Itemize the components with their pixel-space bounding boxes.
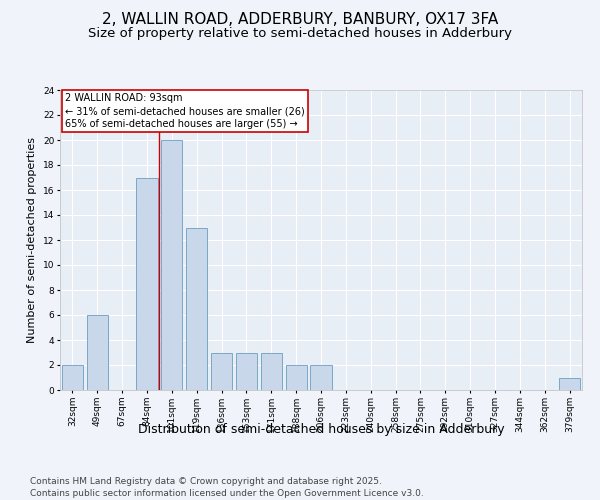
Bar [236,352,257,390]
Bar [261,352,282,390]
Bar [286,365,307,390]
Bar [161,140,182,390]
Bar [62,365,83,390]
Bar [186,228,207,390]
Text: 2, WALLIN ROAD, ADDERBURY, BANBURY, OX17 3FA: 2, WALLIN ROAD, ADDERBURY, BANBURY, OX17… [102,12,498,28]
Bar [87,315,108,390]
Text: 2 WALLIN ROAD: 93sqm
← 31% of semi-detached houses are smaller (26)
65% of semi-: 2 WALLIN ROAD: 93sqm ← 31% of semi-detac… [65,93,305,130]
Y-axis label: Number of semi-detached properties: Number of semi-detached properties [28,137,37,343]
Bar [559,378,580,390]
Text: Size of property relative to semi-detached houses in Adderbury: Size of property relative to semi-detach… [88,28,512,40]
Bar [211,352,232,390]
Text: Distribution of semi-detached houses by size in Adderbury: Distribution of semi-detached houses by … [137,422,505,436]
Bar [310,365,332,390]
Bar [136,178,158,390]
Text: Contains HM Land Registry data © Crown copyright and database right 2025.
Contai: Contains HM Land Registry data © Crown c… [30,476,424,498]
